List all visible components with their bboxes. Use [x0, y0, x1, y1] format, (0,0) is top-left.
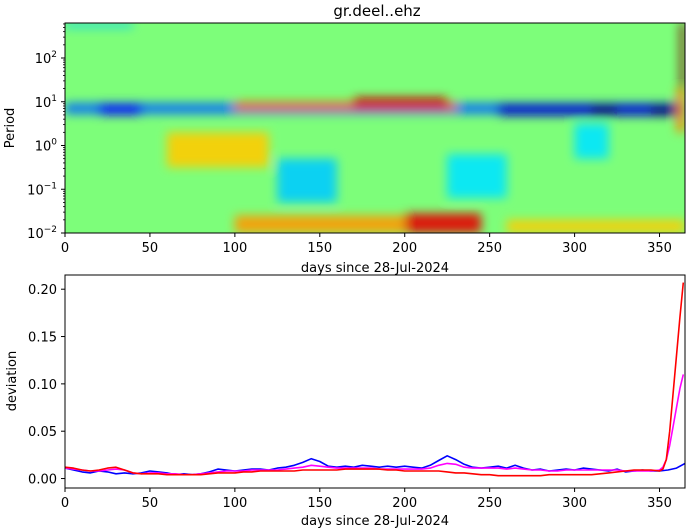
heatmap-body: [65, 23, 685, 233]
heatmap-title: gr.deel..ehz: [333, 2, 420, 20]
line-x-tick-label: 300: [562, 496, 587, 511]
line-y-tick-label: 0.05: [28, 425, 57, 440]
line-x-ticks: 0 50 100 150 200 250 300 350: [61, 488, 672, 511]
line-x-tick-label: 200: [392, 496, 417, 511]
line-x-tick-label: 100: [222, 496, 247, 511]
heatmap-cell-16: [677, 89, 685, 133]
heatmap-cell-6: [651, 104, 680, 116]
heatmap-cell-14: [575, 124, 609, 159]
heatmap-y-tick-label: 101: [35, 94, 57, 111]
chart-figure: gr.deel..ehz 0 50 100 150 200 250 300 350 10−21…: [0, 0, 690, 531]
line-x-label: days since 28-Jul-2024: [301, 514, 449, 529]
line-y-tick-label: 0.10: [28, 378, 57, 393]
heatmap-x-label: days since 28-Jul-2024: [301, 261, 449, 276]
heatmap-cell-11: [235, 216, 405, 234]
heatmap-x-tick-label: 250: [477, 241, 502, 256]
line-x-tick-label: 50: [142, 496, 159, 511]
heatmap-y-tick-label: 100: [35, 138, 58, 155]
heatmap-cell-13: [507, 220, 685, 233]
heatmap-y-ticks: 10−2 10−1 100 101 102: [27, 24, 65, 242]
line-y-label: deviation: [5, 351, 20, 411]
line-x-tick-label: 150: [307, 496, 332, 511]
line-x-tick-label: 0: [61, 496, 69, 511]
heatmap-x-tick-label: 200: [392, 241, 417, 256]
heatmap-x-tick-label: 50: [142, 241, 159, 256]
line-plot-background: [65, 275, 685, 488]
heatmap-cell-15: [680, 23, 685, 89]
heatmap-cell-9: [447, 154, 506, 198]
heatmap-cell-1: [99, 104, 141, 115]
line-y-tick-label: 0.20: [28, 283, 57, 298]
heatmap-y-tick-label: 102: [35, 50, 57, 67]
heatmap-y-label: Period: [3, 108, 18, 149]
heatmap-cell-7: [65, 23, 133, 27]
heatmap-x-tick-label: 300: [562, 241, 587, 256]
heatmap-y-tick-label: 10−2: [27, 225, 57, 242]
heatmap-panel: gr.deel..ehz 0 50 100 150 200 250 300 350 10−21…: [3, 2, 685, 276]
heatmap-cell-12: [405, 213, 481, 233]
heatmap-x-tick-label: 150: [307, 241, 332, 256]
heatmap-x-tick-label: 100: [222, 241, 247, 256]
heatmap-x-ticks: 0 50 100 150 200 250 300 350: [61, 233, 672, 256]
heatmap-x-tick-label: 350: [647, 241, 672, 256]
heatmap-cell-8: [277, 159, 336, 203]
heatmap-y-tick-label: 10−1: [27, 181, 57, 198]
line-y-tick-label: 0.00: [28, 473, 57, 488]
heatmap-cell-10: [167, 132, 269, 167]
heatmap-cell-5: [592, 104, 617, 116]
line-y-tick-label: 0.15: [28, 331, 57, 346]
heatmap-x-tick-label: 0: [61, 241, 69, 256]
line-y-ticks: 0.00 0.05 0.10 0.15 0.20: [28, 283, 65, 487]
line-x-tick-label: 350: [647, 496, 672, 511]
line-panel: 0 50 100 150 200 250 300 350 0.000.050.100.150.…: [5, 275, 685, 529]
heatmap-cell-3: [354, 97, 447, 108]
line-x-tick-label: 250: [477, 496, 502, 511]
